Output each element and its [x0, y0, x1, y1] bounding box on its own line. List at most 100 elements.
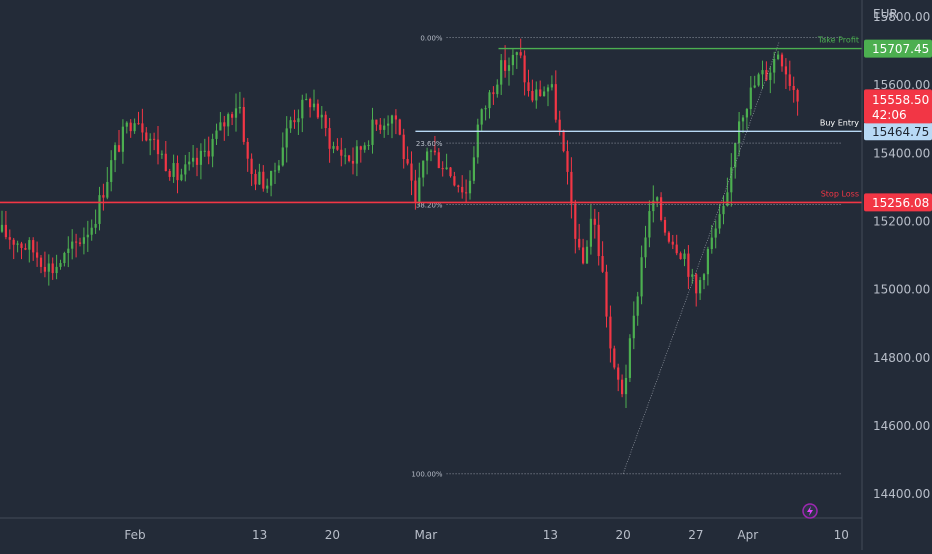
take-profit-badge: [864, 39, 932, 58]
candle-body: [792, 85, 795, 91]
candle-body: [106, 181, 109, 198]
candle-body: [309, 98, 312, 108]
candle-body: [636, 296, 639, 316]
candle-body: [730, 167, 733, 193]
countdown: 42:06: [872, 108, 907, 122]
candle-body: [149, 138, 152, 141]
candle-body: [355, 146, 358, 164]
candle-body: [726, 192, 729, 206]
candle-body: [695, 274, 698, 294]
candle-body: [745, 109, 748, 118]
candle-body: [320, 114, 323, 118]
candle-body: [476, 124, 479, 158]
candle-body: [184, 164, 187, 175]
lightning-icon[interactable]: [802, 503, 818, 519]
candle-body: [457, 185, 460, 187]
candle-body: [671, 241, 674, 245]
candle-body: [753, 85, 756, 88]
candle-body: [285, 128, 288, 148]
candle-body: [133, 123, 136, 132]
candle-body: [515, 52, 518, 55]
candle-body: [558, 119, 561, 131]
currency-label: EUR: [873, 7, 898, 21]
candle-body: [223, 122, 226, 127]
candle-body: [429, 150, 433, 152]
candle-body: [706, 249, 709, 275]
buy-entry-badge: [864, 122, 932, 141]
candle-body: [601, 256, 604, 272]
candle-body: [32, 240, 35, 253]
candle-body: [156, 139, 160, 155]
candle-body: [402, 134, 405, 160]
candle-body: [554, 84, 557, 120]
candle-body: [667, 232, 670, 242]
candle-body: [757, 74, 760, 86]
current-price-badge: [864, 89, 932, 124]
candle-body: [488, 92, 491, 109]
candle-body: [141, 123, 144, 133]
candle-body: [293, 120, 296, 123]
candle-body: [441, 168, 444, 170]
x-tick-label: 27: [688, 528, 703, 542]
candle-body: [336, 146, 339, 150]
candle-body: [784, 66, 787, 75]
candle-body: [390, 115, 394, 124]
candle-body: [597, 224, 600, 257]
candle-body: [86, 234, 89, 238]
candle-body: [578, 238, 581, 248]
candle-body: [418, 177, 421, 202]
axes-layer: 14400.00 14600.00 14800.00 15000.00 15200.00…: [124, 10, 932, 542]
candle-body: [644, 237, 647, 258]
candle-body: [683, 253, 686, 260]
candle-body: [262, 171, 265, 189]
candle-body: [605, 271, 608, 317]
candle-body: [137, 123, 140, 125]
candle-body: [777, 54, 780, 60]
buy-entry-price: 15464.75: [872, 125, 929, 139]
y-tick-label: 14600.00: [873, 419, 930, 433]
candle-body: [192, 157, 195, 162]
candle-body: [176, 163, 179, 181]
candle-body: [90, 227, 93, 235]
candle-body: [316, 103, 319, 118]
y-tick-label: 15000.00: [873, 283, 930, 297]
candle-body: [687, 253, 690, 277]
candle-body: [231, 114, 234, 118]
candle-body: [211, 138, 214, 157]
candle-body: [722, 205, 725, 215]
candle-body: [422, 160, 425, 178]
candle-body: [28, 240, 31, 250]
candle-body: [36, 252, 39, 258]
candle-body: [67, 248, 70, 253]
candle-body: [129, 122, 132, 132]
y-tick-label: 15400.00: [873, 146, 930, 160]
y-tick-label: 14800.00: [873, 351, 930, 365]
candle-body: [172, 163, 175, 177]
candle-body: [277, 165, 280, 171]
candle-body: [324, 114, 327, 129]
candle-body: [387, 123, 390, 126]
candle-body: [621, 379, 624, 395]
candle-body: [188, 161, 191, 165]
candle-body: [426, 151, 429, 161]
candle-body: [449, 167, 452, 177]
candle-body: [574, 203, 577, 239]
candle-body: [765, 70, 768, 81]
candle-body: [55, 266, 58, 274]
candle-body: [301, 99, 304, 119]
candle-body: [769, 72, 772, 81]
candle-body: [492, 92, 495, 95]
candle-body: [582, 247, 585, 264]
candle-body: [741, 117, 745, 122]
candle-body: [453, 176, 456, 186]
x-tick-label: 20: [325, 528, 340, 542]
x-tick-label: Apr: [737, 528, 758, 542]
candle-body: [570, 171, 573, 204]
candle-body: [164, 153, 167, 171]
candle-body: [546, 87, 550, 92]
y-tick-label: 15800.00: [873, 10, 930, 24]
candle-body: [734, 142, 737, 168]
stop-loss-badge: [864, 193, 932, 212]
candle-body: [550, 84, 553, 88]
